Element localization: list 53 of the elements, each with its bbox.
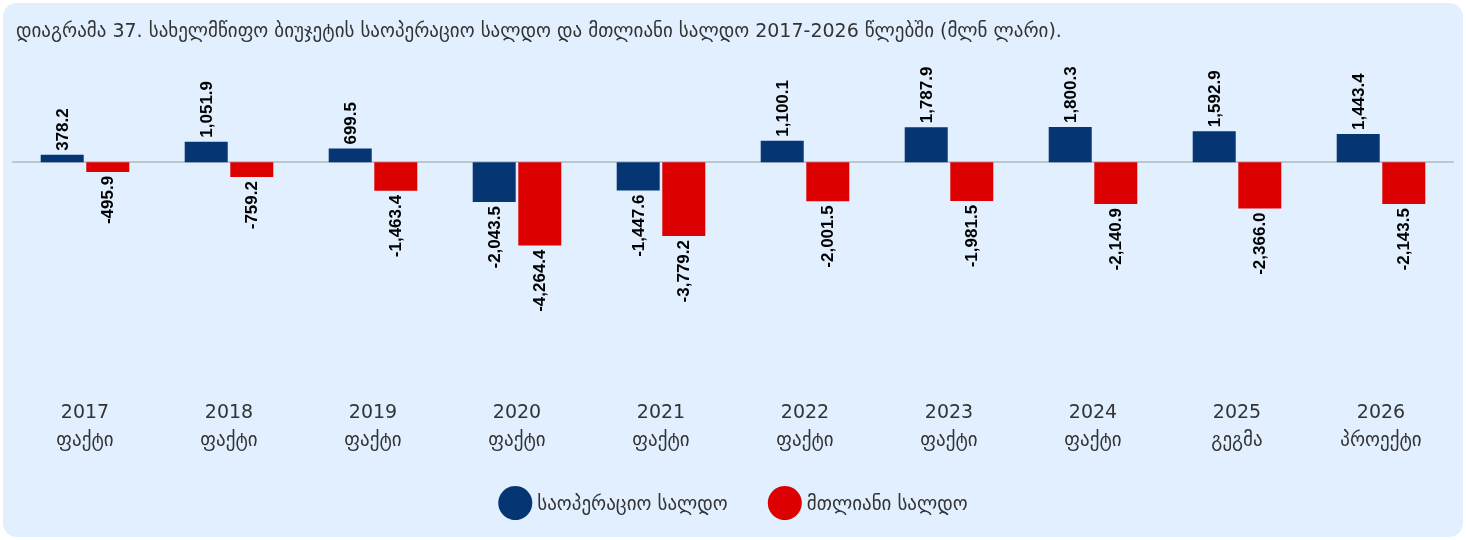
data-label: 1,592.9 [1204, 70, 1224, 128]
x-tick-label: 2019 ფაქტი [344, 400, 402, 451]
x-tick-label: 2026 პროექტი [1340, 400, 1422, 451]
data-label: -495.9 [98, 175, 118, 225]
x-tick-label: 2020 ფაქტი [488, 400, 546, 451]
data-label: -3,779.2 [674, 240, 694, 303]
chart-title: დიაგრამა 37. სახელმწიფო ბიუჯეტის საოპერაციო სალდო და მთლიანი სალდო 2017-2026 წლებში (მლნ ლარი). [16, 18, 1062, 42]
data-label: 1,100.1 [772, 80, 792, 137]
x-tick-label: 2023 ფაქტი [920, 400, 978, 451]
data-label: 1,800.3 [1060, 66, 1080, 124]
data-label: 1,443.4 [1348, 72, 1368, 131]
bar [472, 162, 516, 203]
data-label: 1,787.9 [916, 66, 936, 124]
bar [904, 127, 948, 163]
bar [760, 140, 804, 163]
bar [1048, 127, 1092, 163]
bar [1382, 162, 1426, 205]
data-label: 1,051.9 [196, 80, 216, 138]
data-label: -1,447.6 [628, 194, 648, 257]
data-label: 699.5 [340, 102, 360, 145]
bar [184, 141, 228, 163]
data-label: -2,143.5 [1394, 208, 1414, 271]
legend-label: საოპერაციო სალდო [537, 492, 728, 515]
data-label: -2,366.0 [1250, 212, 1270, 275]
bar [1094, 162, 1138, 205]
x-tick-label: 2021 ფაქტი [632, 400, 690, 451]
bar [806, 162, 850, 202]
bar [86, 162, 130, 172]
bar [616, 162, 660, 191]
bar [662, 162, 706, 236]
x-tick-label: 2017 ფაქტი [56, 400, 114, 451]
data-label: -2,043.5 [484, 206, 504, 269]
data-label: -1,463.4 [386, 194, 406, 258]
data-label: -2,001.5 [818, 205, 838, 268]
bar [328, 148, 372, 163]
bar [1336, 134, 1380, 163]
data-label: -759.2 [242, 181, 262, 230]
x-tick-label: 2025 გეგმა [1211, 400, 1263, 451]
bar [1192, 131, 1236, 163]
data-label: -2,140.9 [1106, 208, 1126, 271]
bar [40, 154, 84, 163]
bar [1238, 162, 1282, 209]
x-tick-label: 2024 ფაქტი [1064, 400, 1122, 451]
data-label: 378.2 [52, 108, 72, 151]
data-label: -4,264.4 [530, 248, 550, 312]
bar [230, 162, 274, 178]
x-tick-label: 2018 ფაქტი [200, 400, 258, 451]
x-tick-label: 2022 ფაქტი [776, 400, 834, 451]
bar [374, 162, 418, 191]
data-label: -1,981.5 [962, 204, 982, 268]
legend-label: მთლიანი სალდო [806, 492, 968, 515]
bar [950, 162, 994, 201]
bar [518, 162, 562, 246]
